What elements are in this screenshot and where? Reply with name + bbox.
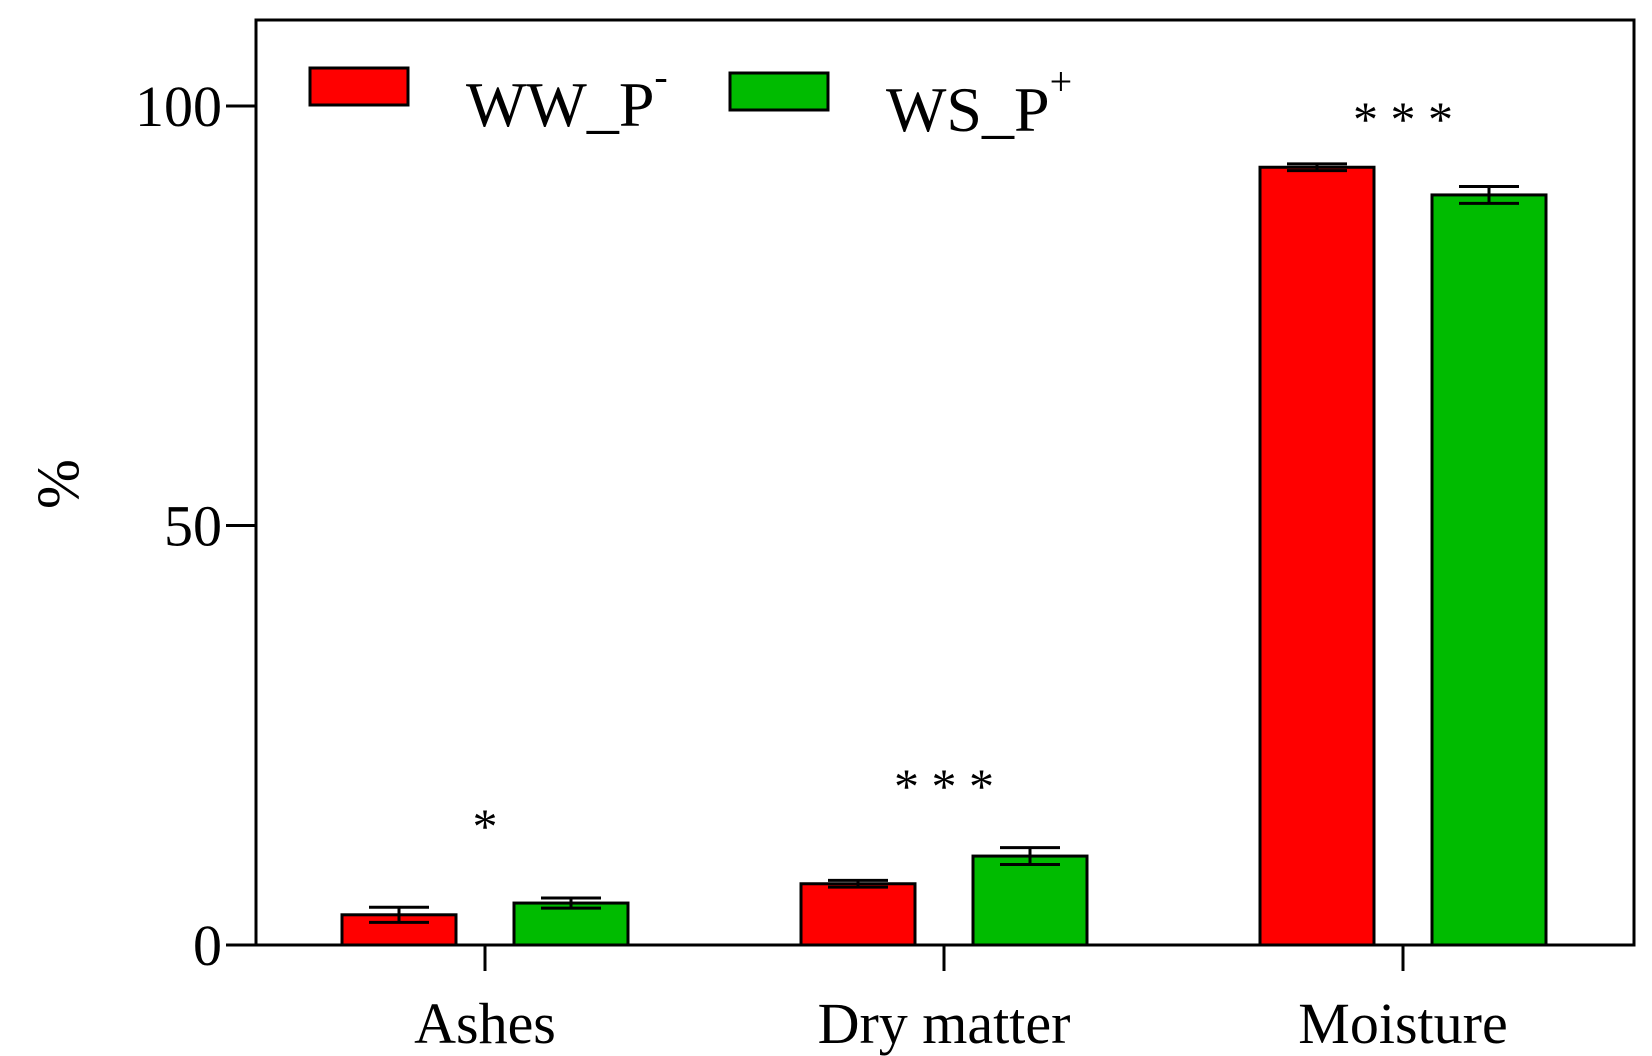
bar-ww-dry-matter [799, 882, 917, 947]
y-axis-label: % [25, 459, 91, 509]
legend-label-ww-main: WW_P [466, 69, 654, 140]
significance-marker: * * * [1353, 91, 1453, 147]
legend-label-ws: WS_P+ [886, 59, 1072, 145]
x-tick-label: Moisture [1298, 991, 1507, 1056]
y-tick-label: 100 [135, 74, 222, 139]
x-tick-label: Dry matter [818, 991, 1071, 1056]
legend-swatch-ww [308, 66, 410, 107]
bar-ws-moisture [1430, 193, 1548, 947]
legend: WW_P- WS_P+ [308, 54, 1072, 145]
significance-marker: * * * [894, 758, 994, 814]
significance-marker: * [473, 798, 498, 854]
bar-ww-moisture [1258, 165, 1376, 947]
legend-label-ww-sup: - [654, 54, 667, 99]
y-tick-label: 0 [193, 913, 222, 978]
bars-group [340, 165, 1548, 947]
bar-ws-ashes [512, 901, 630, 947]
legend-label-ww: WW_P- [466, 54, 668, 140]
legend-label-ws-sup: + [1050, 59, 1073, 104]
y-tick-label: 50 [164, 494, 222, 559]
x-axis: Ashes Dry matter Moisture [414, 945, 1508, 1056]
error-bars-group [369, 162, 1519, 924]
bar-ws-dry-matter [971, 854, 1089, 947]
legend-label-ws-main: WS_P [886, 74, 1050, 145]
y-axis: 0 50 100 [135, 74, 256, 978]
significance-group: * * * * * * * [473, 91, 1454, 854]
x-tick-label: Ashes [414, 991, 556, 1056]
legend-swatch-ws [728, 71, 830, 112]
